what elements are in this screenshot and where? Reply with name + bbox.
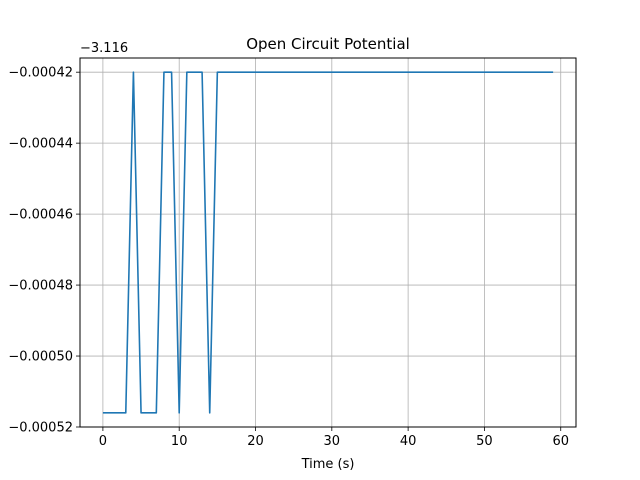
y-tick-label: −0.00044 (8, 137, 73, 152)
series-group (102, 71, 554, 414)
x-tick-label: 20 (247, 434, 264, 449)
x-axis-label: Time (s) (301, 457, 355, 472)
x-tick-label: 0 (99, 434, 107, 449)
y-offset-label: −3.116 (80, 41, 128, 56)
x-tick-label: 30 (324, 434, 341, 449)
y-tick-label: −0.00042 (8, 66, 73, 81)
grid-lines (80, 58, 576, 428)
tick-marks (76, 71, 562, 431)
x-tick-label: 50 (476, 434, 493, 449)
chart-title: Open Circuit Potential (246, 35, 410, 53)
plot-frame (79, 57, 577, 428)
y-tick-label: −0.00050 (8, 350, 73, 365)
x-tick-label: 60 (552, 434, 569, 449)
y-tick-label: −0.00046 (8, 208, 73, 223)
x-tick-label: 40 (400, 434, 417, 449)
x-tick-label: 10 (171, 434, 188, 449)
y-tick-label: −0.00052 (8, 421, 73, 436)
series-line (102, 71, 554, 414)
y-tick-label: −0.00048 (8, 279, 73, 294)
